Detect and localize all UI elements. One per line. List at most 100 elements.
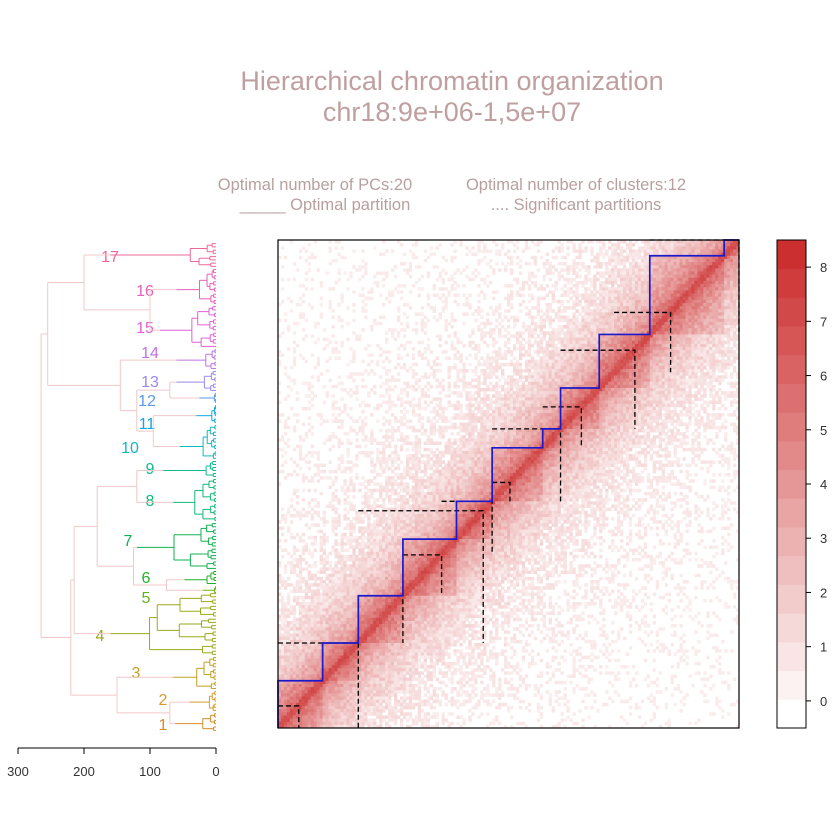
heatmap-cell: [620, 334, 624, 338]
heatmap-cell: [682, 350, 686, 354]
heatmap-cell: [673, 284, 677, 288]
heatmap-cell: [301, 315, 306, 320]
heatmap-cell: [611, 265, 615, 269]
heatmap-cell: [289, 378, 294, 383]
heatmap-cell: [575, 347, 579, 351]
heatmap-cell: [477, 306, 481, 310]
heatmap-cell: [649, 280, 654, 285]
heatmap-cell: [566, 372, 570, 376]
heatmap-cell: [643, 280, 648, 285]
heatmap-cell: [432, 422, 436, 427]
heatmap-cell: [477, 406, 481, 411]
heatmap-cell: [551, 391, 555, 395]
heatmap-cell: [640, 410, 645, 414]
heatmap-cell: [495, 249, 499, 253]
heatmap-cell: [396, 378, 401, 383]
heatmap-cell: [545, 378, 549, 383]
heatmap-cell: [432, 410, 436, 414]
heatmap-cell: [706, 328, 710, 332]
heatmap-cell: [706, 290, 710, 294]
heatmap-cell: [679, 274, 683, 279]
heatmap-cell: [581, 413, 585, 417]
heatmap-cell: [575, 403, 579, 408]
heatmap-cell: [590, 381, 594, 386]
heatmap-cell: [319, 280, 323, 285]
heatmap-cell: [340, 325, 344, 329]
heatmap-cell: [623, 306, 627, 310]
heatmap-cell: [643, 315, 648, 320]
heatmap-cell: [706, 268, 710, 272]
heatmap-cell: [411, 403, 416, 408]
heatmap-cell: [685, 343, 689, 348]
heatmap-cell: [697, 296, 701, 301]
heatmap-cell: [411, 397, 416, 401]
heatmap-cell: [441, 277, 445, 282]
heatmap-cell: [664, 413, 668, 417]
heatmap-cell: [664, 271, 668, 275]
heatmap-cell: [429, 252, 433, 257]
heatmap-cell: [527, 400, 532, 405]
heatmap-cell: [703, 306, 707, 310]
heatmap-cell: [376, 362, 380, 367]
heatmap-cell: [316, 378, 320, 383]
heatmap-cell: [608, 255, 612, 260]
heatmap-cell: [578, 350, 582, 354]
heatmap-cell: [587, 359, 591, 364]
heatmap-cell: [560, 356, 564, 360]
heatmap-cell: [593, 410, 597, 414]
heatmap-cell: [664, 328, 668, 332]
heatmap-cell: [593, 312, 597, 316]
heatmap-cell: [512, 277, 517, 282]
heatmap-cell: [417, 312, 422, 316]
heatmap-cell: [578, 394, 582, 398]
heatmap-cell: [486, 372, 490, 376]
heatmap-cell: [667, 252, 671, 257]
heatmap-cell: [423, 384, 428, 389]
heatmap-cell: [518, 416, 523, 420]
heatmap-cell: [438, 243, 442, 247]
heatmap-cell: [625, 280, 630, 285]
heatmap-cell: [352, 356, 356, 360]
heatmap-cell: [703, 331, 707, 335]
heatmap-cell: [623, 365, 627, 370]
heatmap-cell: [718, 378, 722, 383]
heatmap-cell: [736, 249, 740, 253]
heatmap-cell: [536, 372, 541, 376]
heatmap-cell: [697, 268, 701, 272]
heatmap-cell: [634, 391, 639, 395]
heatmap-cell: [614, 258, 618, 263]
heatmap-cell: [736, 290, 740, 294]
heatmap-cell: [682, 265, 686, 269]
heatmap-cell: [489, 331, 493, 335]
heatmap-cell: [340, 422, 344, 427]
heatmap-cell: [628, 318, 633, 323]
heatmap-cell: [495, 353, 499, 357]
heatmap-cell: [527, 299, 532, 304]
heatmap-cell: [569, 381, 573, 386]
heatmap-cell: [447, 277, 451, 282]
heatmap-cell: [548, 353, 552, 357]
heatmap-cell: [688, 255, 692, 260]
heatmap-cell: [718, 274, 722, 279]
heatmap-cell: [611, 312, 615, 316]
heatmap-cell: [730, 252, 734, 257]
heatmap-cell: [468, 249, 472, 253]
heatmap-cell: [691, 240, 695, 244]
heatmap-cell: [682, 318, 686, 323]
heatmap-cell: [417, 416, 422, 420]
heatmap-cell: [673, 394, 677, 398]
heatmap-cell: [417, 353, 422, 357]
heatmap-cell: [569, 265, 573, 269]
heatmap-cell: [634, 252, 639, 257]
heatmap-cell: [664, 240, 668, 244]
heatmap-cell: [655, 400, 660, 405]
heatmap-cell: [614, 309, 618, 313]
heatmap-cell: [530, 274, 535, 279]
heatmap-cell: [661, 246, 665, 250]
heatmap-cell: [628, 403, 633, 408]
heatmap-cell: [498, 362, 502, 367]
heatmap-cell: [691, 406, 695, 411]
heatmap-cell: [676, 347, 680, 351]
heatmap-cell: [569, 353, 573, 357]
heatmap-cell: [652, 375, 657, 379]
